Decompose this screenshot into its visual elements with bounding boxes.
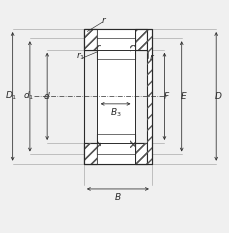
Text: $d_1$: $d_1$ (23, 89, 34, 102)
Bar (96, 143, 134, 164)
Bar (96, 50, 134, 143)
Text: $F$: $F$ (162, 90, 170, 101)
Text: $r_1$: $r_1$ (76, 51, 85, 62)
Bar (84, 29, 147, 50)
Bar (84, 143, 147, 164)
Text: $B_3$: $B_3$ (109, 106, 121, 119)
Bar (96, 140, 101, 148)
Text: $E$: $E$ (179, 90, 187, 101)
Text: $D_1$: $D_1$ (5, 89, 18, 102)
Text: $r$: $r$ (101, 15, 107, 25)
Bar (129, 45, 134, 52)
Bar (96, 134, 134, 154)
Text: $B$: $B$ (114, 192, 121, 202)
Bar (84, 143, 147, 164)
Bar (134, 29, 147, 50)
Bar (84, 29, 151, 164)
Bar (134, 143, 147, 164)
Bar (129, 45, 134, 52)
Bar (96, 140, 101, 148)
Bar (84, 29, 96, 50)
Bar (129, 140, 134, 148)
Bar (84, 143, 96, 164)
Bar (96, 38, 134, 59)
Bar (96, 45, 101, 52)
Bar (147, 29, 151, 164)
Bar (129, 140, 134, 148)
Bar (96, 45, 101, 52)
Bar (96, 29, 134, 50)
Bar (84, 143, 96, 164)
Text: $D$: $D$ (213, 90, 222, 101)
Bar (134, 29, 147, 50)
Bar (134, 143, 147, 164)
Text: $r$: $r$ (148, 52, 154, 62)
Bar (84, 29, 96, 50)
Bar (84, 29, 147, 50)
Bar (147, 29, 151, 164)
Text: $d$: $d$ (42, 90, 50, 101)
